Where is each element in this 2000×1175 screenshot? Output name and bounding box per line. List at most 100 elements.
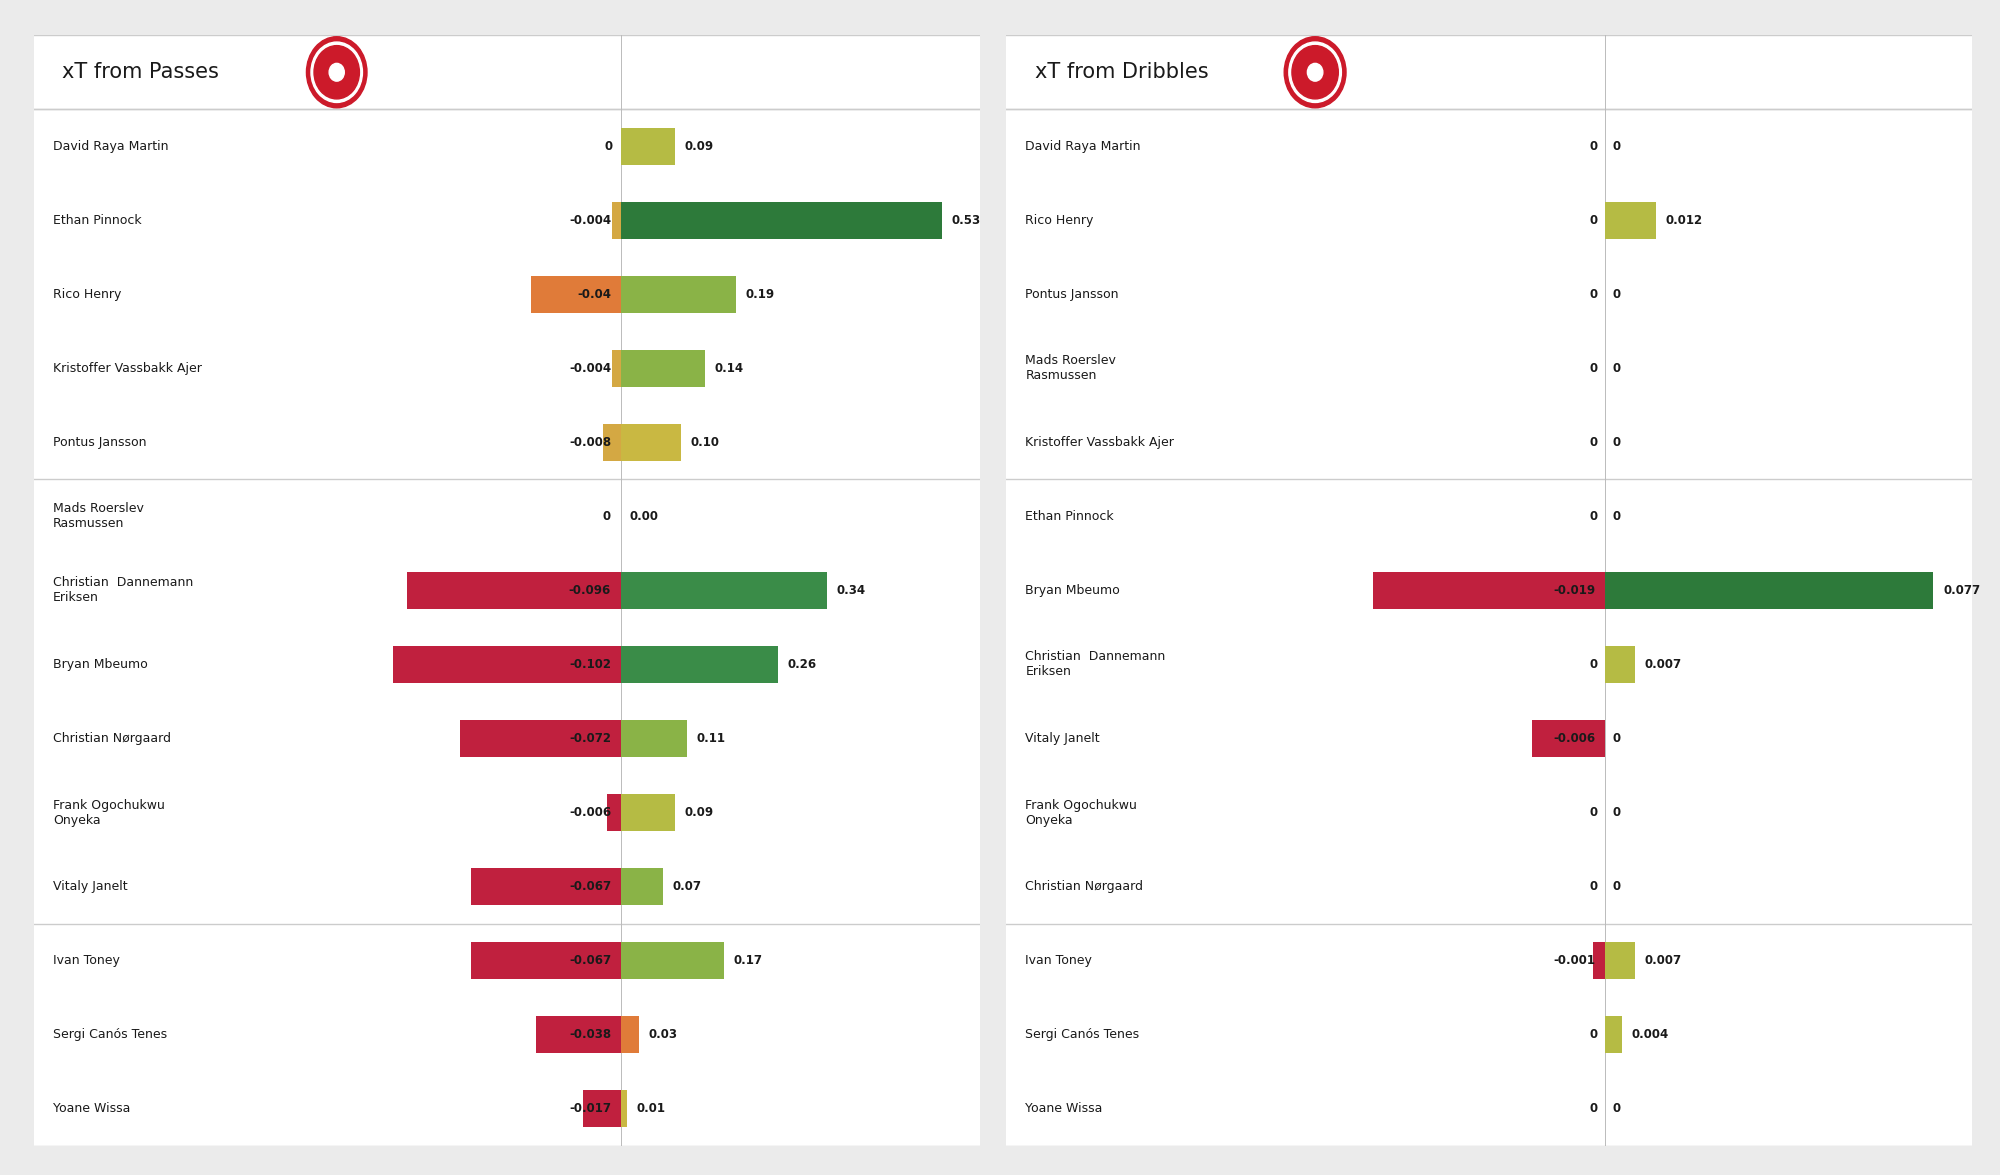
Circle shape [1308,63,1322,81]
Text: 0: 0 [1590,658,1598,671]
Text: 0.09: 0.09 [684,806,714,819]
Text: Yoane Wissa: Yoane Wissa [1026,1102,1102,1115]
Text: Ethan Pinnock: Ethan Pinnock [52,214,142,227]
Bar [1532,720,1604,757]
Text: -0.004: -0.004 [568,214,612,227]
Text: -0.096: -0.096 [568,584,612,597]
Text: 0: 0 [1612,288,1620,301]
Circle shape [314,46,360,99]
Text: 0: 0 [1590,1102,1598,1115]
Text: -0.072: -0.072 [570,732,612,745]
Text: Christian  Dannemann
Eriksen: Christian Dannemann Eriksen [52,577,194,604]
Bar [612,202,620,239]
Text: Ethan Pinnock: Ethan Pinnock [1026,510,1114,523]
Text: 0: 0 [1612,806,1620,819]
Bar [620,424,682,461]
Text: 0: 0 [1612,362,1620,375]
Bar [1374,572,1604,609]
Bar [1604,942,1634,979]
Text: -0.102: -0.102 [570,658,612,671]
Bar [620,1090,626,1127]
Text: Pontus Jansson: Pontus Jansson [1026,288,1118,301]
Text: Christian  Dannemann
Eriksen: Christian Dannemann Eriksen [1026,651,1166,678]
Bar [620,720,688,757]
Text: Bryan Mbeumo: Bryan Mbeumo [52,658,148,671]
Bar [1604,1016,1622,1053]
Text: Ivan Toney: Ivan Toney [1026,954,1092,967]
Text: Ivan Toney: Ivan Toney [52,954,120,967]
Text: -0.001: -0.001 [1554,954,1596,967]
Text: 0: 0 [1612,1102,1620,1115]
Bar [620,868,664,905]
Text: 0.012: 0.012 [1666,214,1702,227]
Text: 0.14: 0.14 [714,362,744,375]
Text: 0.53: 0.53 [952,214,980,227]
Bar [620,646,778,683]
Text: -0.038: -0.038 [568,1028,612,1041]
Text: xT from Dribbles: xT from Dribbles [1034,62,1208,82]
Bar [620,1016,638,1053]
Text: Rico Henry: Rico Henry [52,288,122,301]
Bar [1592,942,1604,979]
Text: 0.11: 0.11 [696,732,726,745]
Text: -0.019: -0.019 [1554,584,1596,597]
Text: 0.26: 0.26 [788,658,816,671]
Text: 0.19: 0.19 [746,288,774,301]
Bar [406,572,620,609]
Text: 0: 0 [1590,806,1598,819]
Text: Vitaly Janelt: Vitaly Janelt [1026,732,1100,745]
Text: Yoane Wissa: Yoane Wissa [52,1102,130,1115]
Bar [620,202,942,239]
Text: Vitaly Janelt: Vitaly Janelt [52,880,128,893]
Text: 0: 0 [1590,1028,1598,1041]
Text: 0: 0 [1612,732,1620,745]
Bar [620,350,706,387]
Text: 0: 0 [604,140,612,153]
Text: David Raya Martin: David Raya Martin [52,140,168,153]
Text: -0.067: -0.067 [568,880,612,893]
Bar [1604,646,1634,683]
Text: 0.09: 0.09 [684,140,714,153]
Bar [472,942,620,979]
Text: 0.34: 0.34 [836,584,866,597]
Text: Mads Roerslev
Rasmussen: Mads Roerslev Rasmussen [52,503,144,530]
Bar [472,868,620,905]
Bar [1604,202,1656,239]
Bar [532,276,620,313]
Text: 0.17: 0.17 [734,954,762,967]
Bar [620,276,736,313]
Text: David Raya Martin: David Raya Martin [1026,140,1140,153]
Text: 0: 0 [1590,288,1598,301]
Text: 0: 0 [1590,214,1598,227]
Circle shape [1288,42,1342,102]
Bar [620,794,676,831]
Bar [620,942,724,979]
Text: 0: 0 [1590,362,1598,375]
Text: 0.03: 0.03 [648,1028,678,1041]
Text: 0: 0 [1612,880,1620,893]
Text: Frank Ogochukwu
Onyeka: Frank Ogochukwu Onyeka [52,799,164,826]
Bar [536,1016,620,1053]
Text: 0: 0 [1612,510,1620,523]
Text: Mads Roerslev
Rasmussen: Mads Roerslev Rasmussen [1026,355,1116,382]
Text: 0.077: 0.077 [1944,584,1980,597]
Circle shape [330,63,344,81]
Text: 0: 0 [1612,140,1620,153]
Text: 0.01: 0.01 [636,1102,666,1115]
Text: Sergi Canós Tenes: Sergi Canós Tenes [52,1028,168,1041]
Circle shape [310,42,362,102]
Text: Pontus Jansson: Pontus Jansson [52,436,146,449]
Bar [602,424,620,461]
Text: Kristoffer Vassbakk Ajer: Kristoffer Vassbakk Ajer [52,362,202,375]
Bar [612,350,620,387]
Bar [460,720,620,757]
Text: -0.008: -0.008 [568,436,612,449]
Circle shape [1292,46,1338,99]
Text: Frank Ogochukwu
Onyeka: Frank Ogochukwu Onyeka [1026,799,1138,826]
Text: 0: 0 [1590,510,1598,523]
Text: Bryan Mbeumo: Bryan Mbeumo [1026,584,1120,597]
Text: 0.00: 0.00 [630,510,658,523]
Bar [1604,572,1934,609]
Text: 0: 0 [1612,436,1620,449]
Text: 0: 0 [1590,880,1598,893]
